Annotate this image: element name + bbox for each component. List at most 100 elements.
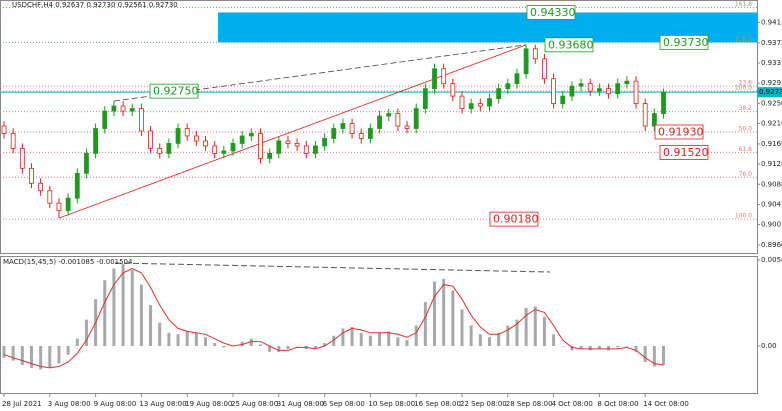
candle-body	[413, 108, 419, 129]
macd-bar	[570, 345, 574, 351]
candle-body	[19, 148, 25, 169]
candle-body	[93, 128, 98, 154]
macd-bar	[11, 345, 15, 361]
x-tick-label: 19 Aug 08:00	[185, 400, 232, 408]
candle-body	[148, 130, 153, 149]
candle-body	[102, 110, 108, 129]
fibo-level-label: 100.0	[735, 85, 752, 92]
macd-bar	[396, 337, 400, 346]
annotation-label: 0.93680	[548, 38, 594, 51]
macd-bar	[643, 345, 647, 363]
candle-body	[294, 143, 300, 147]
macd-bar	[542, 316, 546, 346]
macd-signal-line	[3, 267, 664, 369]
candle-body	[56, 202, 62, 212]
macd-bar	[48, 345, 52, 368]
candle-body	[258, 133, 263, 159]
macd-bar	[204, 337, 208, 346]
x-tick-label: 14 Oct 08:00	[643, 400, 689, 408]
y-tick-label: 0.92910	[761, 79, 782, 87]
macd-bar	[561, 345, 565, 347]
candle-body	[84, 152, 89, 174]
trend-line	[58, 44, 527, 219]
macd-bar	[295, 345, 299, 347]
macd-bar	[29, 345, 33, 368]
candle-body	[276, 140, 282, 154]
macd-bar	[414, 325, 418, 346]
macd-bar	[66, 345, 70, 355]
candle-body	[624, 80, 630, 85]
x-tick-label: 28 Sep 08:00	[506, 400, 553, 408]
macd-bar	[634, 345, 638, 352]
macd-bar	[121, 264, 125, 346]
x-tick-label: 31 Aug 08:00	[277, 400, 324, 408]
x-tick-label: 3 Aug 08:00	[48, 400, 91, 408]
macd-bar	[112, 268, 116, 346]
macd-bar	[662, 345, 666, 365]
annotation-label: 0.94330	[530, 6, 576, 19]
macd-bar	[616, 345, 620, 348]
macd-bar	[286, 345, 290, 349]
macd-bar	[579, 345, 583, 349]
candle-body	[523, 48, 529, 75]
y-tick-label: 0.93315	[761, 59, 782, 67]
macd-bar	[368, 335, 372, 346]
macd-bar	[39, 345, 43, 370]
price-panel	[0, 0, 758, 254]
candle-body	[175, 128, 181, 144]
fibo-level-label: 138.2	[735, 36, 752, 43]
candle-body	[542, 58, 547, 80]
x-tick-label: 28 Jul 2021	[2, 400, 42, 408]
annotation-box	[526, 5, 576, 20]
y-tick-label: 0.90880	[761, 180, 782, 188]
candle-body	[496, 88, 502, 100]
candle-body	[138, 108, 144, 132]
macd-bar	[185, 331, 189, 346]
macd-bar	[167, 332, 171, 346]
y-tick-label: 0.91285	[761, 160, 782, 168]
macd-divergence-line	[114, 262, 551, 273]
candle-body	[10, 133, 16, 149]
candle-body	[587, 83, 593, 92]
macd-bar	[158, 322, 162, 346]
y-tick-label: 0.92505	[761, 99, 782, 107]
candle-body	[38, 182, 44, 192]
candle-body	[248, 133, 254, 137]
candle-body	[578, 83, 584, 87]
macd-bar	[2, 345, 6, 358]
x-tick-label: 9 Aug 08:00	[94, 400, 137, 408]
candle-body	[322, 138, 328, 147]
y-tick-label: 0.89660	[761, 241, 782, 249]
annotation-label: 0.90180	[493, 213, 539, 226]
x-tick-label: 6 Sep 08:00	[323, 400, 365, 408]
candle-body	[111, 105, 117, 112]
fibo-level-label: 61.8	[739, 146, 753, 153]
macd-bar	[84, 319, 88, 346]
macd-bar	[533, 306, 537, 346]
candle-body	[349, 123, 355, 134]
candle-body	[157, 148, 163, 154]
macd-bar	[524, 307, 528, 346]
y-tick-label: 0.90475	[761, 200, 782, 208]
candle-body	[203, 140, 208, 147]
candle-body	[597, 88, 602, 92]
macd-bar	[20, 345, 24, 365]
x-tick-label: 22 Sep 08:00	[460, 400, 507, 408]
macd-bar	[405, 340, 409, 346]
candle-body	[129, 108, 135, 112]
macd-bar	[506, 325, 510, 346]
candle-body	[642, 103, 648, 127]
macd-bar	[268, 345, 272, 352]
macd-bar	[597, 345, 601, 349]
macd-bar	[442, 278, 446, 346]
candle-body	[120, 105, 126, 112]
candle-body	[569, 85, 575, 97]
macd-bar	[149, 305, 153, 346]
candle-body	[47, 190, 53, 204]
macd-tick-label: 0.005882	[761, 256, 782, 264]
x-tick-label: 16 Sep 08:00	[414, 400, 461, 408]
macd-bar	[240, 341, 244, 346]
macd-bar	[313, 345, 317, 349]
